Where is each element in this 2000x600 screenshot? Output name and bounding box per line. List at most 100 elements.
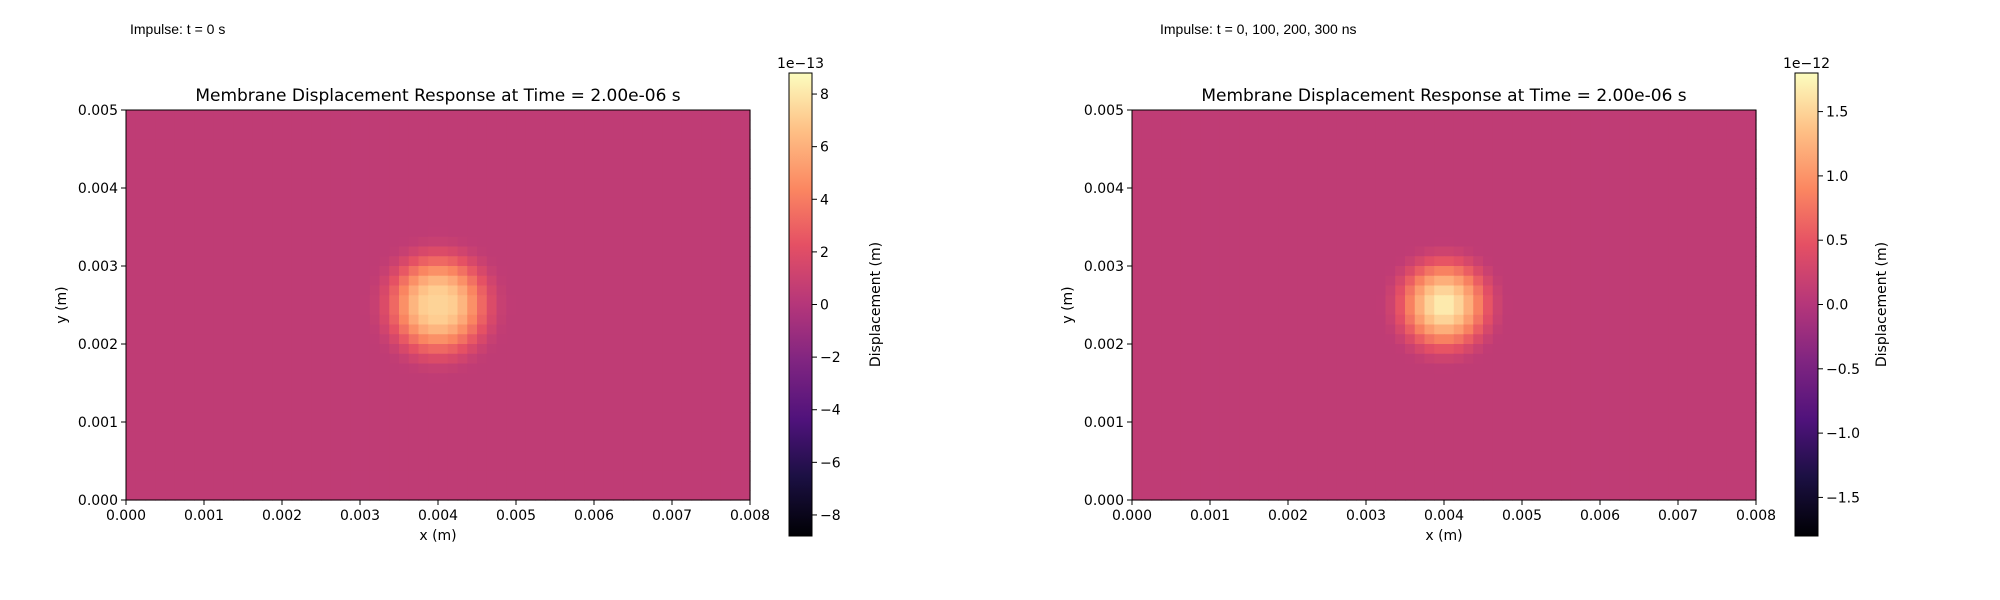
heatmap-cell: [1229, 441, 1240, 452]
heatmap-cell: [594, 295, 605, 306]
heatmap-cell: [603, 431, 615, 443]
heatmap-cell: [291, 470, 303, 482]
heatmap-cell: [477, 314, 488, 326]
heatmap-cell: [252, 334, 264, 345]
heatmap-cell: [1512, 139, 1523, 150]
heatmap-cell: [1570, 275, 1582, 287]
heatmap-cell: [1541, 422, 1552, 433]
heatmap-cell: [1717, 178, 1728, 189]
heatmap-cell: [1219, 353, 1231, 365]
heatmap-cell: [603, 422, 615, 433]
heatmap-cell: [369, 110, 381, 121]
heatmap-cell: [1444, 168, 1455, 179]
heatmap-cell: [1697, 207, 1708, 218]
heatmap-cell: [486, 392, 498, 404]
heatmap-cell: [360, 451, 371, 462]
heatmap-cell: [1726, 392, 1738, 404]
heatmap-cell: [652, 451, 663, 462]
heatmap-cell: [1687, 295, 1699, 306]
heatmap-cell: [1609, 431, 1621, 443]
heatmap-cell: [1268, 353, 1279, 365]
heatmap-cell: [1327, 305, 1338, 316]
heatmap-cell: [1366, 422, 1377, 433]
heatmap-cell: [301, 236, 312, 248]
heatmap-cell: [1336, 392, 1348, 404]
heatmap-cell: [194, 110, 205, 121]
heatmap-cell: [555, 207, 566, 218]
heatmap-cell: [662, 490, 673, 501]
heatmap-cell: [1726, 119, 1738, 131]
heatmap-cell: [1424, 149, 1435, 160]
heatmap-cell: [1278, 129, 1289, 140]
heatmap-cell: [438, 285, 449, 296]
heatmap-cell: [486, 383, 498, 394]
heatmap-cell: [1356, 353, 1367, 365]
heatmap-cell: [1483, 402, 1494, 413]
heatmap-cell: [613, 431, 624, 443]
heatmap-cell: [633, 119, 644, 131]
heatmap-cell: [272, 236, 283, 248]
heatmap-cell: [1161, 266, 1172, 277]
heatmap-cell: [1658, 353, 1669, 365]
heatmap-cell: [516, 392, 527, 404]
heatmap-cell: [1307, 431, 1318, 443]
heatmap-cell: [457, 158, 468, 170]
heatmap-cell: [204, 461, 215, 472]
heatmap-cell: [291, 451, 303, 462]
heatmap-cell: [1268, 344, 1279, 355]
heatmap-cell: [1648, 363, 1660, 374]
heatmap-cell: [1317, 431, 1328, 443]
heatmap-cell: [301, 188, 312, 199]
heatmap-cell: [457, 373, 468, 384]
heatmap-cell: [711, 314, 722, 326]
heatmap-cell: [1375, 217, 1387, 228]
heatmap-cell: [642, 305, 654, 316]
heatmap-cell: [1151, 461, 1162, 472]
heatmap-cell: [1141, 334, 1153, 345]
heatmap-cell: [1200, 461, 1211, 472]
heatmap-cell: [1522, 158, 1533, 170]
heatmap-cell: [1590, 246, 1601, 257]
heatmap-cell: [1249, 441, 1260, 452]
heatmap-cell: [730, 295, 741, 306]
heatmap-cell: [223, 441, 234, 452]
heatmap-cell: [379, 392, 390, 404]
heatmap-cell: [525, 217, 537, 228]
heatmap-cell: [1502, 119, 1513, 131]
heatmap-cell: [428, 197, 439, 209]
heatmap-cell: [467, 227, 478, 238]
heatmap-cell: [1746, 422, 1757, 433]
heatmap-cell: [740, 227, 751, 238]
heatmap-cell: [1327, 461, 1338, 472]
heatmap-cell: [301, 149, 312, 160]
heatmap-cell: [447, 149, 459, 160]
heatmap-cell: [184, 480, 195, 491]
heatmap-cell: [1424, 110, 1435, 121]
heatmap-cell: [1414, 207, 1426, 218]
heatmap-cell: [1190, 383, 1201, 394]
heatmap-cell: [1346, 246, 1357, 257]
heatmap-cell: [1258, 305, 1270, 316]
heatmap-cell: [613, 490, 624, 501]
heatmap-cell: [1288, 353, 1299, 365]
heatmap-cell: [311, 275, 322, 287]
heatmap-cell: [1522, 139, 1533, 150]
heatmap-cell: [1746, 149, 1757, 160]
heatmap-cell: [1444, 197, 1455, 209]
heatmap-cell: [369, 139, 381, 150]
heatmap-cell: [389, 129, 400, 140]
heatmap-cell: [1600, 110, 1611, 121]
heatmap-cell: [1483, 461, 1494, 472]
heatmap-cell: [1580, 256, 1591, 267]
heatmap-cell: [516, 129, 527, 140]
heatmap-cell: [165, 110, 176, 121]
heatmap-cell: [291, 480, 303, 491]
heatmap-cell: [496, 178, 507, 189]
heatmap-cell: [1327, 285, 1338, 296]
heatmap-cell: [1249, 149, 1260, 160]
heatmap-cell: [584, 246, 595, 257]
heatmap-cell: [1239, 207, 1250, 218]
heatmap-cell: [1600, 158, 1611, 170]
heatmap-cell: [213, 178, 225, 189]
heatmap-cell: [691, 373, 702, 384]
